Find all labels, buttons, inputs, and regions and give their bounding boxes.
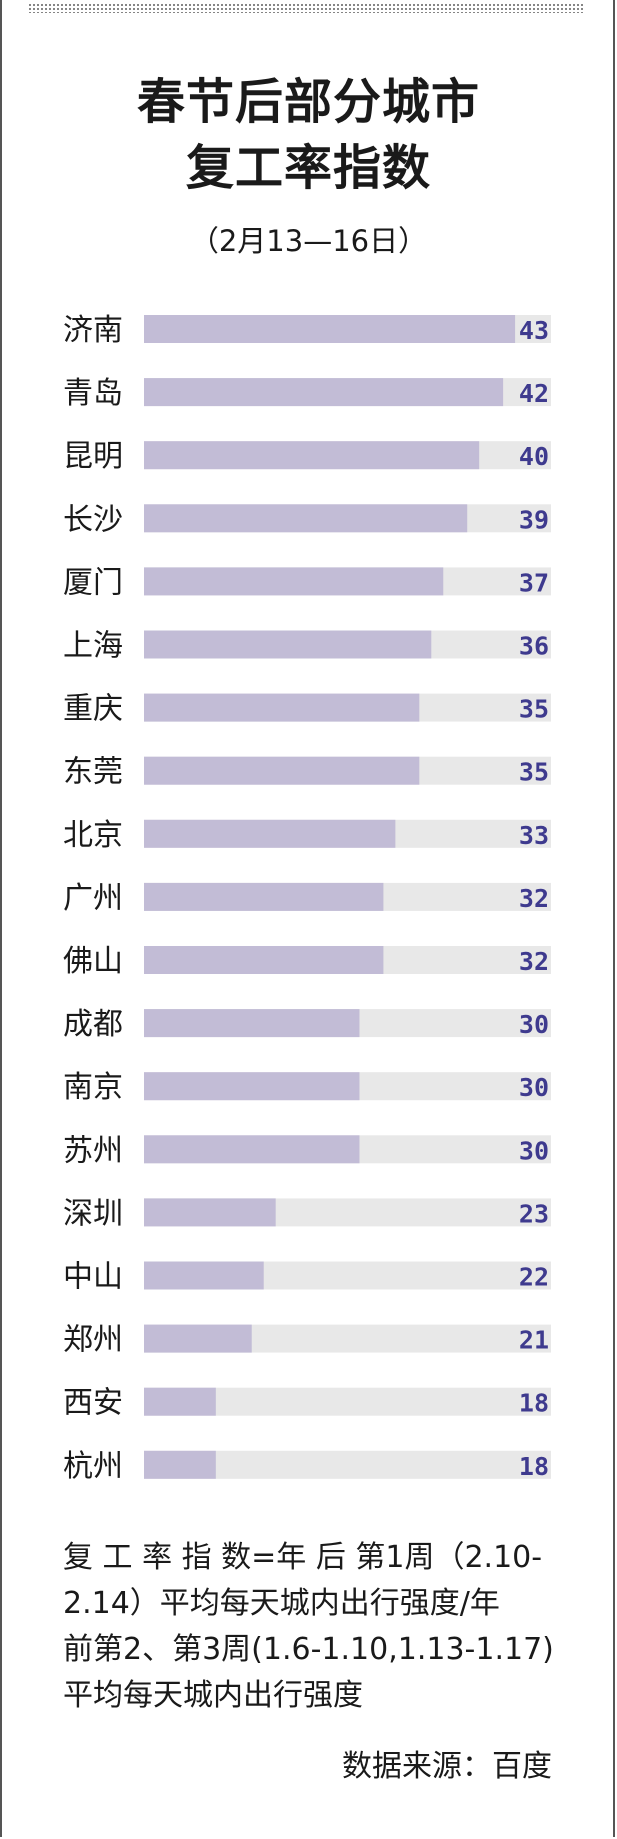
category-label: 南京 (63, 1070, 123, 1105)
category-label: 重庆 (63, 692, 123, 727)
category-label: 杭州 (63, 1449, 123, 1484)
category-label: 长沙 (63, 502, 123, 537)
value-label: 32 (519, 884, 549, 913)
value-label: 30 (519, 1136, 549, 1165)
value-label: 30 (519, 1073, 549, 1102)
bar (144, 882, 384, 911)
bar (144, 504, 468, 533)
value-label: 23 (519, 1199, 549, 1228)
value-label: 40 (519, 442, 549, 471)
note-line-4: 平均每天城内出行强度 (63, 1678, 363, 1713)
category-label: 上海 (63, 629, 123, 664)
bar (144, 819, 396, 848)
category-label: 北京 (63, 818, 123, 853)
value-label: 39 (519, 505, 549, 534)
value-label: 18 (519, 1452, 549, 1481)
category-label: 郑州 (63, 1323, 123, 1358)
category-label: 广州 (63, 881, 123, 916)
bar (144, 1324, 252, 1353)
bar (144, 693, 420, 722)
chart-title-line2: 复工率指数 (185, 140, 431, 196)
bar (144, 315, 516, 343)
dotted-top-border (28, 3, 584, 13)
note-line-3: 前第2、第3周(1.6-1.10,1.13-1.17) (63, 1632, 554, 1667)
category-label: 厦门 (63, 565, 123, 600)
category-label: 西安 (63, 1386, 123, 1421)
bar (144, 630, 432, 659)
data-source: 数据来源：百度 (342, 1749, 552, 1784)
bar (144, 567, 444, 596)
bar (144, 1450, 216, 1479)
category-label: 成都 (63, 1007, 123, 1042)
bar (144, 1135, 360, 1164)
category-label: 昆明 (63, 439, 123, 474)
category-label: 青岛 (63, 376, 123, 411)
value-label: 22 (519, 1263, 549, 1292)
category-label: 深圳 (63, 1196, 123, 1231)
bar (144, 441, 480, 470)
value-label: 35 (519, 695, 549, 724)
chart-title-line1: 春节后部分城市 (136, 74, 480, 130)
note-line-1: 复 工 率 指 数=年 后 第1周（2.10- (63, 1540, 543, 1575)
value-label: 36 (519, 632, 549, 661)
category-label: 苏州 (63, 1133, 123, 1168)
value-label: 21 (519, 1326, 549, 1355)
value-label: 33 (519, 821, 549, 850)
chart-subtitle: （2月13—16日） (189, 224, 428, 258)
bar (144, 1072, 360, 1101)
note-line-2: 2.14）平均每天城内出行强度/年 (63, 1586, 500, 1621)
bar (144, 1009, 360, 1038)
bar-chart: 济南 43 青岛 42 昆明 40 长沙 39 厦门 37 上海 36 重庆 35 东莞 35 北京 33 广州 32… (63, 313, 551, 1484)
bar (144, 756, 420, 785)
value-label: 43 (519, 316, 549, 345)
value-label: 32 (519, 947, 549, 976)
bar (144, 1261, 264, 1290)
value-label: 30 (519, 1010, 549, 1039)
category-label: 中山 (63, 1260, 123, 1295)
bar (144, 378, 504, 407)
value-label: 18 (519, 1389, 549, 1418)
category-label: 佛山 (63, 944, 123, 979)
bar (144, 946, 384, 974)
bar (144, 1198, 276, 1227)
value-label: 42 (519, 379, 549, 408)
category-label: 济南 (63, 313, 123, 348)
bar (144, 1387, 216, 1416)
value-label: 37 (519, 568, 549, 597)
value-label: 35 (519, 758, 549, 787)
definition-note: 复 工 率 指 数=年 后 第1周（2.10- 2.14）平均每天城内出行强度/… (63, 1535, 554, 1719)
category-label: 东莞 (63, 755, 123, 790)
